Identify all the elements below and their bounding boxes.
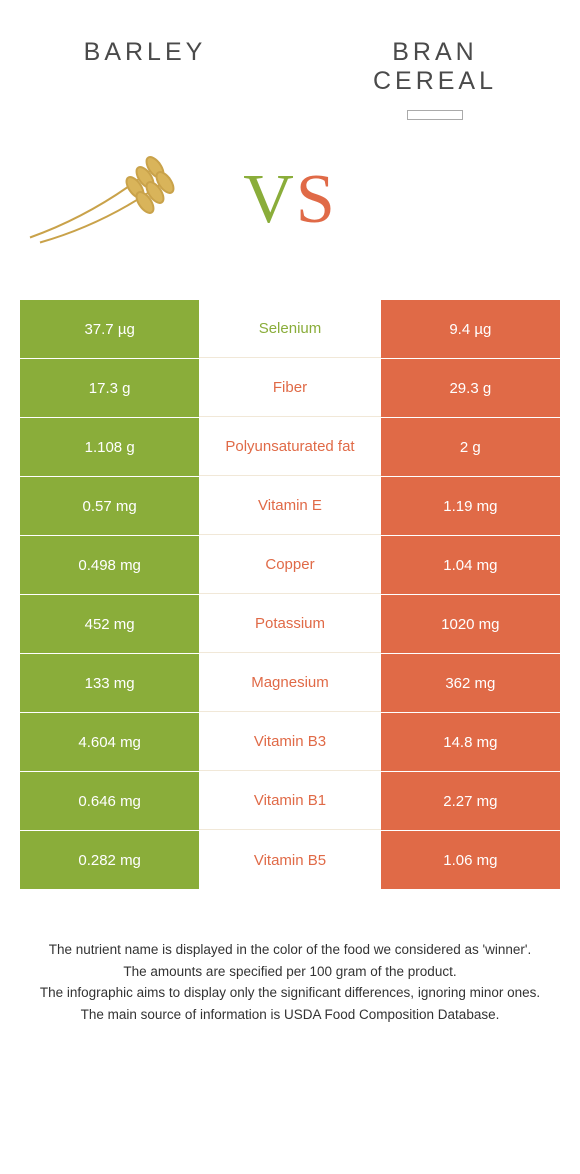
vs-row: VS bbox=[0, 120, 580, 280]
left-value: 0.282 mg bbox=[20, 831, 199, 889]
left-value: 0.57 mg bbox=[20, 477, 199, 535]
vs-label: VS bbox=[243, 160, 337, 240]
table-row: 133 mgMagnesium362 mg bbox=[20, 654, 560, 713]
wheat-icon bbox=[20, 143, 210, 253]
footer-line: The amounts are specified per 100 gram o… bbox=[30, 962, 550, 982]
right-value: 2 g bbox=[381, 418, 560, 476]
right-value: 9.4 µg bbox=[381, 300, 560, 358]
nutrient-label: Vitamin B1 bbox=[199, 772, 380, 830]
table-row: 0.646 mgVitamin B12.27 mg bbox=[20, 772, 560, 831]
table-row: 0.498 mgCopper1.04 mg bbox=[20, 536, 560, 595]
nutrient-label: Vitamin B5 bbox=[199, 831, 380, 889]
nutrient-label: Vitamin B3 bbox=[199, 713, 380, 771]
footer-notes: The nutrient name is displayed in the co… bbox=[30, 940, 550, 1024]
nutrient-label: Fiber bbox=[199, 359, 380, 417]
footer-line: The nutrient name is displayed in the co… bbox=[30, 940, 550, 960]
right-value: 14.8 mg bbox=[381, 713, 560, 771]
right-value: 1.19 mg bbox=[381, 477, 560, 535]
nutrient-label: Vitamin E bbox=[199, 477, 380, 535]
left-value: 0.646 mg bbox=[20, 772, 199, 830]
right-food-title: BRAN CEREAL bbox=[373, 38, 497, 96]
right-value: 1.04 mg bbox=[381, 536, 560, 594]
table-row: 0.282 mgVitamin B51.06 mg bbox=[20, 831, 560, 890]
left-value: 452 mg bbox=[20, 595, 199, 653]
header-right: BRAN CEREAL bbox=[290, 20, 580, 120]
right-value: 362 mg bbox=[381, 654, 560, 712]
header: BARLEY BRAN CEREAL bbox=[0, 0, 580, 120]
right-value: 29.3 g bbox=[381, 359, 560, 417]
footer-line: The main source of information is USDA F… bbox=[30, 1005, 550, 1025]
nutrient-label: Potassium bbox=[199, 595, 380, 653]
left-value: 17.3 g bbox=[20, 359, 199, 417]
barley-image bbox=[20, 143, 210, 258]
header-left: BARLEY bbox=[0, 20, 290, 120]
table-row: 0.57 mgVitamin E1.19 mg bbox=[20, 477, 560, 536]
nutrient-label: Selenium bbox=[199, 300, 380, 358]
vs-letter-s: S bbox=[296, 161, 337, 238]
table-row: 4.604 mgVitamin B314.8 mg bbox=[20, 713, 560, 772]
left-value: 0.498 mg bbox=[20, 536, 199, 594]
right-value: 1.06 mg bbox=[381, 831, 560, 889]
table-row: 452 mgPotassium1020 mg bbox=[20, 595, 560, 654]
right-title-line1: BRAN bbox=[392, 38, 477, 66]
left-value: 1.108 g bbox=[20, 418, 199, 476]
right-title-line2: CEREAL bbox=[373, 67, 497, 95]
right-image-placeholder bbox=[407, 110, 463, 121]
vs-letter-v: V bbox=[243, 161, 296, 238]
left-food-title: BARLEY bbox=[84, 38, 207, 67]
left-value: 133 mg bbox=[20, 654, 199, 712]
table-row: 37.7 µgSelenium9.4 µg bbox=[20, 300, 560, 359]
left-value: 4.604 mg bbox=[20, 713, 199, 771]
right-value: 1020 mg bbox=[381, 595, 560, 653]
nutrient-label: Polyunsaturated fat bbox=[199, 418, 380, 476]
nutrient-label: Copper bbox=[199, 536, 380, 594]
table-row: 1.108 gPolyunsaturated fat2 g bbox=[20, 418, 560, 477]
left-value: 37.7 µg bbox=[20, 300, 199, 358]
comparison-table: 37.7 µgSelenium9.4 µg17.3 gFiber29.3 g1.… bbox=[20, 300, 560, 890]
footer-line: The infographic aims to display only the… bbox=[30, 983, 550, 1003]
table-row: 17.3 gFiber29.3 g bbox=[20, 359, 560, 418]
right-value: 2.27 mg bbox=[381, 772, 560, 830]
nutrient-label: Magnesium bbox=[199, 654, 380, 712]
